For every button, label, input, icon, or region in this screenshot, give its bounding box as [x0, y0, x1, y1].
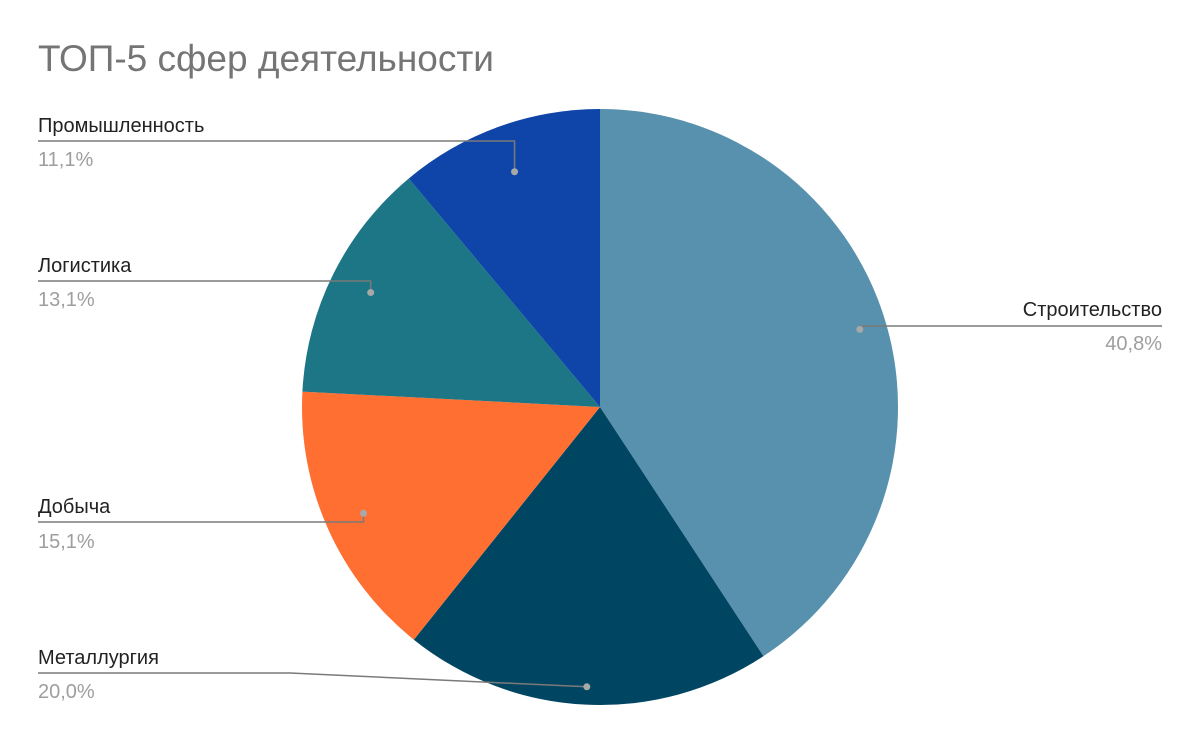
slice-value-4: 13,1%	[38, 289, 95, 311]
slice-label-4: Логистика	[38, 255, 132, 277]
slice-value-2: 20,0%	[38, 681, 95, 703]
slice-label-1: Строительство	[1023, 299, 1162, 321]
slice-label-2: Металлургия	[38, 647, 159, 669]
leader-dot-3	[359, 509, 367, 517]
leader-dot-2	[583, 683, 591, 691]
pie-slice-4	[302, 178, 600, 407]
pie-slice-5	[408, 108, 600, 407]
leader-lines	[38, 140, 1162, 691]
pie-slice-3	[302, 391, 600, 640]
leader-line-5	[38, 140, 516, 172]
chart-title: ТОП-5 сфер деятельности	[38, 38, 494, 79]
leader-dot-5	[511, 168, 519, 176]
slice-label-5: Промышленность	[38, 115, 204, 137]
pie-slices	[302, 108, 899, 705]
slice-label-3: Добыча	[38, 496, 111, 518]
leader-line-4	[38, 280, 372, 293]
slice-value-1: 40,8%	[1105, 333, 1162, 355]
pie-slice-1	[600, 109, 899, 657]
leader-line-2	[38, 672, 587, 688]
slice-value-3: 15,1%	[38, 531, 95, 553]
slice-value-5: 11,1%	[38, 149, 93, 171]
pie-slice-2	[413, 407, 764, 705]
leader-line-1	[859, 325, 1162, 330]
slice-labels: Строительство 40,8% Металлургия 20,0% Добыча…	[38, 115, 1162, 703]
leader-dot-1	[856, 325, 864, 333]
leader-dot-4	[367, 289, 375, 297]
